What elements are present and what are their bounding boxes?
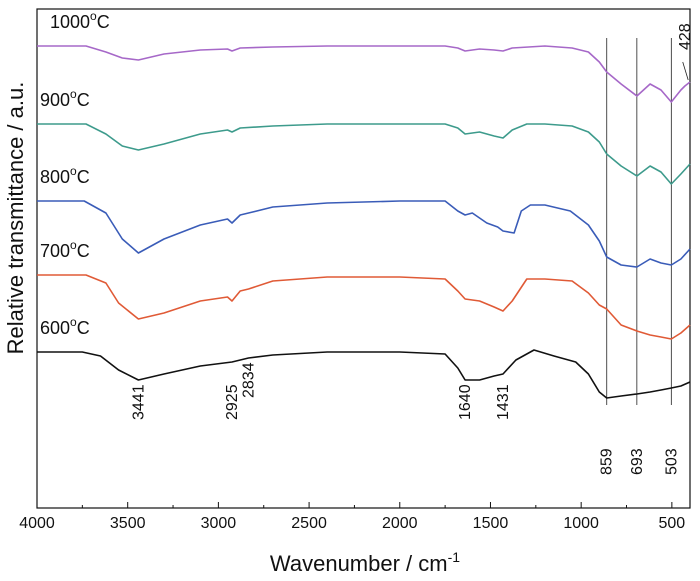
x-axis-title-sup: -1 [448,549,461,565]
peak-label-1640: 1640 [457,384,474,420]
series-label-800: 800oC [40,164,90,187]
series-line-900 [37,123,691,185]
peak-label-2834: 2834 [241,362,258,398]
peak-label-859: 859 [599,448,616,475]
x-axis-title: Wavenumber / cm-1 [270,549,460,576]
x-tick-label-2500: 2500 [291,515,327,532]
reference-lines [606,38,689,405]
series-label-900: 900oC [40,87,90,110]
series-label-600: 600oC [40,315,90,338]
peak-label-2925: 2925 [224,384,241,420]
peak-label-1431: 1431 [495,384,512,420]
series-line-700 [37,274,691,340]
x-tick-label-3000: 3000 [201,515,237,532]
pointer-line-428 [682,61,689,81]
peak-label-503: 503 [663,448,680,475]
x-axis-title-text: Wavenumber / cm [270,551,448,576]
peak-label-3441: 3441 [130,384,147,420]
x-axis: 4000 3500 3000 2500 2000 1500 1000 500 [19,502,685,532]
plot-frame [36,8,691,509]
series-line-1000 [37,45,691,103]
series-label-1000: 1000oC [50,9,110,32]
series-line-800 [37,200,691,268]
x-tick-label-2000: 2000 [382,515,418,532]
peak-label-428: 428 [677,23,694,50]
x-tick-label-3500: 3500 [110,515,146,532]
series-label-700: 700oC [40,238,90,261]
y-axis-title: Relative transmittance / a.u. [3,82,28,355]
peak-label-693: 693 [629,448,646,475]
x-tick-label-500: 500 [659,515,686,532]
x-tick-label-1500: 1500 [473,515,509,532]
x-tick-label-1000: 1000 [563,515,599,532]
series-layer [37,45,691,399]
x-tick-label-4000: 4000 [19,515,55,532]
plot-area [36,8,691,509]
series-labels: 600oC 700oC 800oC 900oC 1000oC [40,9,110,338]
series-line-600 [37,349,691,399]
